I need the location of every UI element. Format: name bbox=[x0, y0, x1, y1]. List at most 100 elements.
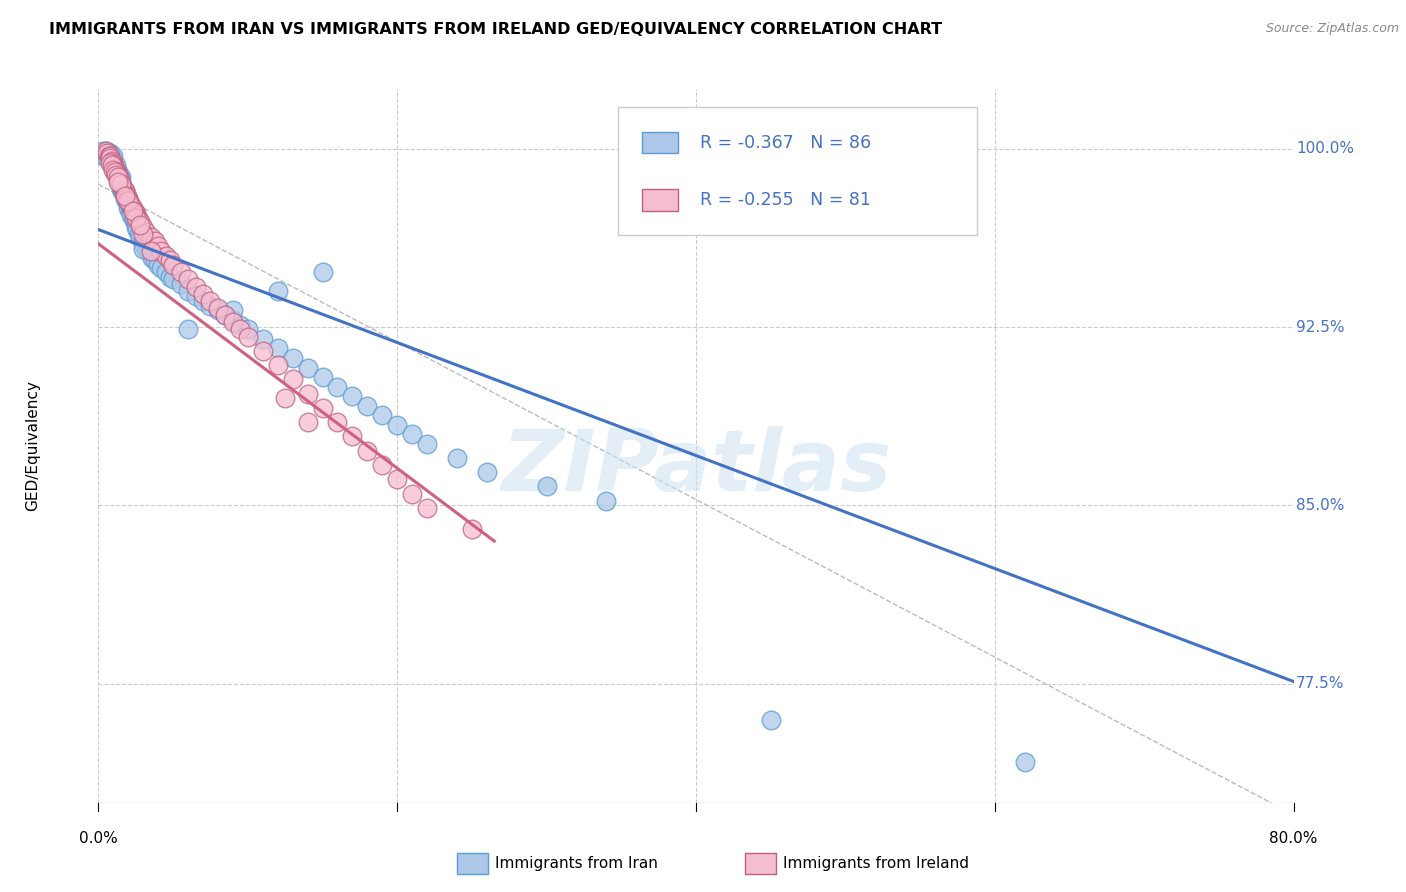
Point bbox=[297, 360, 319, 375]
Point bbox=[114, 192, 136, 206]
Point bbox=[143, 253, 166, 268]
Point bbox=[118, 196, 141, 211]
Point bbox=[115, 189, 138, 203]
Point bbox=[104, 161, 127, 175]
Point bbox=[114, 185, 136, 199]
Point bbox=[169, 265, 191, 279]
Point bbox=[326, 379, 349, 393]
Point bbox=[112, 186, 135, 201]
Point bbox=[108, 168, 131, 182]
Point bbox=[139, 244, 162, 258]
Point bbox=[98, 151, 122, 165]
Point bbox=[139, 246, 162, 260]
Point bbox=[148, 258, 170, 272]
Text: 85.0%: 85.0% bbox=[1296, 498, 1344, 513]
Point bbox=[132, 220, 155, 235]
Text: Immigrants from Iran: Immigrants from Iran bbox=[495, 856, 658, 871]
Point bbox=[229, 322, 252, 336]
Point bbox=[117, 192, 139, 206]
Point bbox=[105, 158, 128, 172]
Point bbox=[446, 450, 468, 465]
FancyBboxPatch shape bbox=[643, 189, 678, 211]
Point bbox=[342, 429, 364, 443]
Point bbox=[120, 201, 142, 215]
Point bbox=[267, 285, 290, 299]
Point bbox=[105, 163, 128, 178]
Point bbox=[110, 178, 132, 192]
Point bbox=[125, 220, 148, 235]
Point bbox=[111, 185, 134, 199]
Point bbox=[191, 293, 214, 308]
Point bbox=[475, 465, 498, 479]
FancyBboxPatch shape bbox=[643, 132, 678, 153]
Point bbox=[207, 301, 229, 315]
Point bbox=[200, 293, 222, 308]
Point bbox=[108, 172, 131, 186]
Text: R = -0.367   N = 86: R = -0.367 N = 86 bbox=[700, 134, 870, 152]
Point bbox=[128, 213, 150, 227]
Point bbox=[297, 386, 319, 401]
Point bbox=[416, 436, 439, 450]
Text: 92.5%: 92.5% bbox=[1296, 319, 1344, 334]
Text: 80.0%: 80.0% bbox=[1270, 831, 1317, 847]
Point bbox=[115, 194, 138, 208]
Point bbox=[124, 213, 146, 227]
Point bbox=[136, 244, 159, 258]
Point bbox=[385, 472, 409, 486]
Point bbox=[97, 149, 120, 163]
Text: GED/Equivalency: GED/Equivalency bbox=[25, 381, 41, 511]
Point bbox=[274, 392, 297, 406]
Text: Source: ZipAtlas.com: Source: ZipAtlas.com bbox=[1265, 22, 1399, 36]
Point bbox=[105, 163, 128, 178]
Point bbox=[222, 315, 245, 329]
Point bbox=[114, 186, 136, 201]
Point bbox=[117, 201, 139, 215]
Point bbox=[371, 408, 394, 422]
Point bbox=[105, 168, 128, 182]
Point bbox=[141, 251, 163, 265]
Point bbox=[311, 401, 333, 415]
Point bbox=[222, 303, 245, 318]
Point bbox=[110, 170, 132, 185]
Point bbox=[214, 308, 236, 322]
Point bbox=[107, 168, 129, 182]
Point bbox=[371, 458, 394, 472]
Point bbox=[132, 236, 155, 251]
Point bbox=[121, 201, 143, 215]
Point bbox=[150, 260, 173, 275]
Point bbox=[125, 215, 148, 229]
Point bbox=[108, 170, 131, 185]
Point bbox=[121, 211, 143, 225]
Point bbox=[107, 170, 129, 185]
Point bbox=[326, 415, 349, 429]
Point bbox=[155, 265, 177, 279]
Point bbox=[125, 211, 148, 225]
Point bbox=[191, 286, 214, 301]
Point bbox=[103, 156, 125, 170]
Point bbox=[120, 199, 142, 213]
Point bbox=[96, 151, 118, 165]
Point bbox=[98, 153, 122, 168]
Point bbox=[252, 332, 274, 346]
Point bbox=[229, 318, 252, 332]
FancyBboxPatch shape bbox=[619, 107, 977, 235]
Point bbox=[103, 149, 125, 163]
Point bbox=[105, 165, 128, 179]
Point bbox=[177, 272, 200, 286]
Point bbox=[759, 713, 782, 727]
Point bbox=[401, 486, 423, 500]
Point bbox=[96, 146, 118, 161]
Point bbox=[267, 342, 290, 356]
Point bbox=[177, 285, 200, 299]
Point bbox=[110, 178, 132, 192]
Text: IMMIGRANTS FROM IRAN VS IMMIGRANTS FROM IRELAND GED/EQUIVALENCY CORRELATION CHAR: IMMIGRANTS FROM IRAN VS IMMIGRANTS FROM … bbox=[49, 22, 942, 37]
Text: Immigrants from Ireland: Immigrants from Ireland bbox=[783, 856, 969, 871]
Point bbox=[148, 239, 170, 253]
Text: ZIPatlas: ZIPatlas bbox=[501, 425, 891, 509]
Point bbox=[200, 299, 222, 313]
Point bbox=[129, 229, 152, 244]
Point bbox=[107, 165, 129, 179]
Point bbox=[236, 329, 259, 343]
Point bbox=[159, 270, 181, 285]
Point bbox=[281, 351, 304, 365]
